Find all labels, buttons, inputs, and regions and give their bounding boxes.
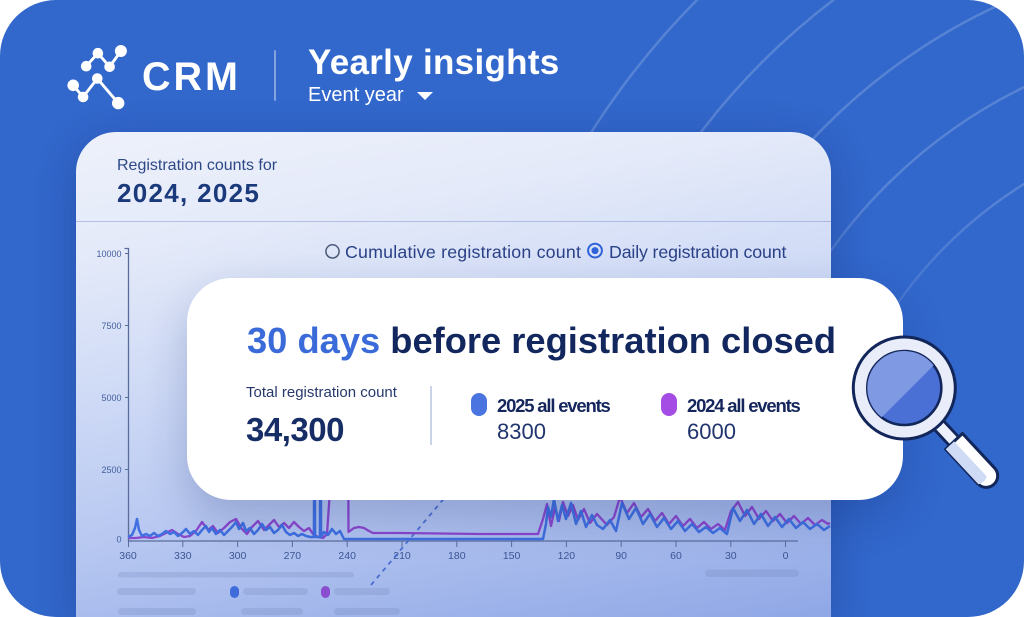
svg-text:360: 360 — [119, 550, 137, 562]
svg-text:90: 90 — [615, 550, 627, 562]
svg-text:210: 210 — [393, 550, 411, 562]
svg-text:5000: 5000 — [101, 393, 121, 403]
svg-text:0: 0 — [783, 550, 789, 562]
svg-text:150: 150 — [503, 550, 521, 562]
svg-text:10000: 10000 — [96, 249, 121, 259]
svg-text:0: 0 — [116, 535, 121, 545]
svg-text:7500: 7500 — [101, 321, 121, 331]
svg-text:60: 60 — [670, 550, 682, 562]
svg-text:30: 30 — [725, 550, 737, 562]
svg-text:180: 180 — [448, 550, 466, 562]
svg-text:240: 240 — [338, 550, 356, 562]
svg-text:120: 120 — [558, 550, 576, 562]
svg-text:2500: 2500 — [101, 465, 121, 475]
svg-text:330: 330 — [174, 550, 192, 562]
svg-text:270: 270 — [284, 550, 302, 562]
svg-text:300: 300 — [229, 550, 247, 562]
